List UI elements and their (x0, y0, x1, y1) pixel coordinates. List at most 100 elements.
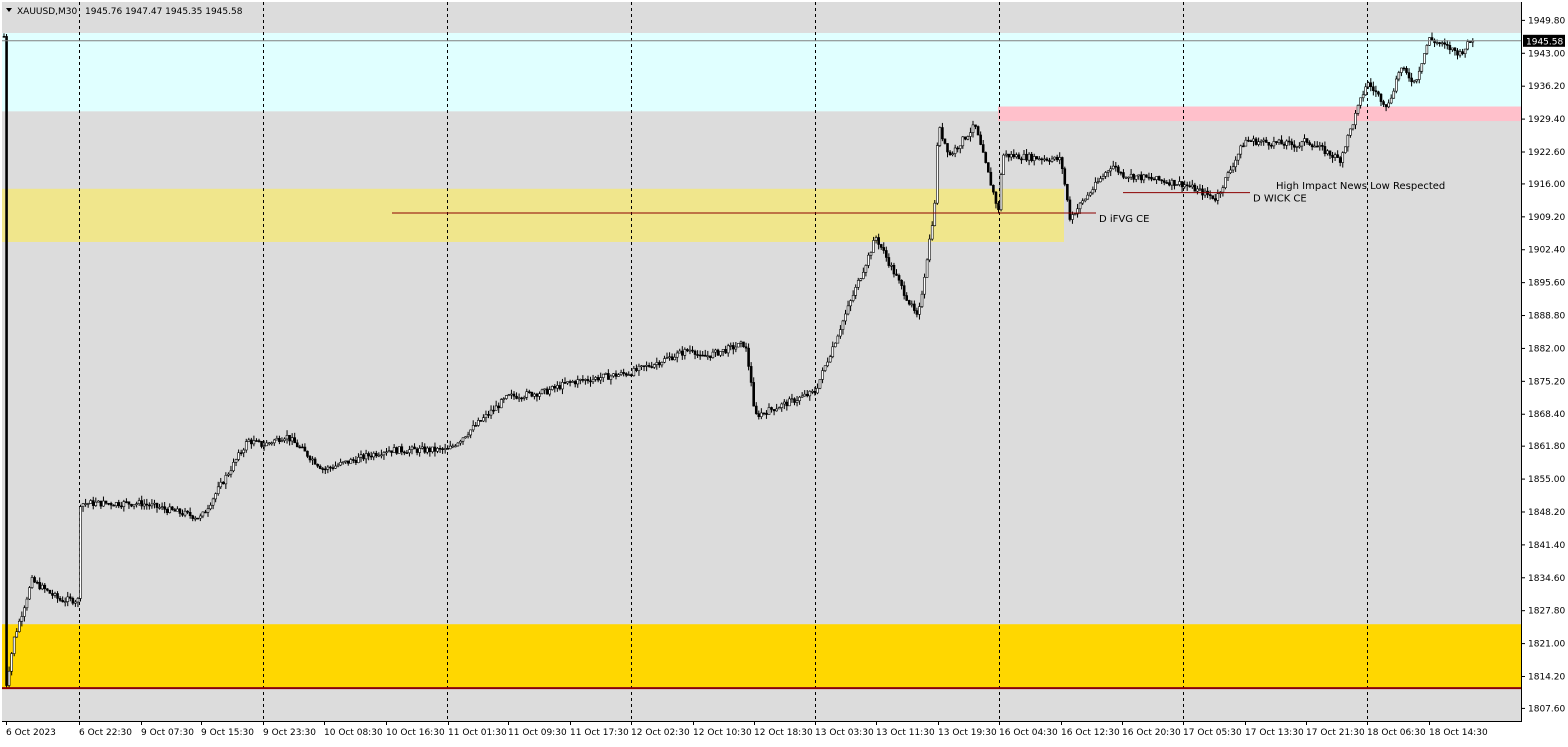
collapse-triangle-icon[interactable] (6, 8, 12, 12)
bear-candle (512, 393, 516, 397)
bear-candle (596, 377, 600, 381)
bear-candle (120, 505, 123, 508)
bear-candle (895, 273, 898, 276)
bear-candle (558, 385, 562, 390)
bull-candle (846, 305, 850, 315)
y-tick-label: 1943.00 (1528, 49, 1565, 59)
bull-candle (471, 425, 475, 431)
bull-candle (777, 407, 781, 410)
bull-candle (739, 341, 743, 344)
bear-candle (1162, 180, 1166, 183)
bull-candle (1425, 45, 1429, 54)
bull-candle (1004, 153, 1008, 156)
x-tick-label: 13 Oct 11:30 (876, 728, 935, 738)
bull-candle (280, 440, 284, 442)
bull-candle (1124, 176, 1128, 179)
bull-candle (1086, 194, 1090, 200)
bear-candle (1048, 160, 1051, 162)
bull-candle (1295, 146, 1299, 148)
bull-candle (30, 577, 34, 588)
bull-candle (385, 451, 388, 454)
bear-candle (239, 452, 243, 455)
symbol-header: XAUUSD,M30 1945.76 1947.47 1945.35 1945.… (6, 7, 243, 17)
bull-candle (1178, 181, 1181, 185)
bull-candle (150, 503, 154, 507)
bull-candle (1277, 139, 1281, 143)
bear-candle (691, 349, 694, 352)
bull-candle (683, 349, 687, 356)
bull-candle (1400, 67, 1403, 73)
bull-candle (12, 636, 16, 654)
bull-candle (1216, 193, 1220, 201)
bear-candle (71, 598, 75, 604)
bull-candle (1104, 172, 1107, 177)
bear-candle (403, 451, 406, 454)
bull-candle (344, 460, 348, 463)
news-annotation: High Impact News Low Respected (1276, 181, 1445, 192)
bull-candle (961, 136, 965, 147)
bear-candle (573, 381, 577, 385)
bull-candle (1101, 176, 1105, 179)
bear-candle (1410, 77, 1413, 83)
bull-candle (1091, 189, 1095, 194)
bull-candle (1244, 139, 1248, 147)
bear-candle (979, 134, 982, 145)
bull-candle (425, 447, 429, 453)
bull-candle (359, 454, 363, 458)
bull-candle (84, 503, 87, 505)
bull-candle (1463, 48, 1467, 55)
bull-candle (1252, 138, 1255, 142)
bear-candle (1025, 153, 1028, 161)
bull-candle (1423, 53, 1426, 64)
bull-candle (66, 596, 70, 602)
bull-candle (206, 508, 210, 513)
bear-candle (441, 448, 444, 450)
bull-candle (1361, 94, 1365, 99)
y-tick-label: 1868.40 (1528, 410, 1565, 420)
bear-candle (1185, 184, 1189, 187)
x-tick-label: 17 Oct 05:30 (1183, 728, 1242, 738)
x-tick-label: 10 Oct 08:30 (324, 728, 383, 738)
bear-candle (1122, 172, 1125, 178)
bull-candle (594, 377, 597, 380)
bear-candle (568, 381, 572, 383)
bear-candle (165, 509, 169, 513)
bull-candle (923, 277, 926, 295)
bear-candle (1045, 158, 1049, 161)
bear-candle (204, 511, 207, 514)
bull-candle (1417, 70, 1421, 80)
y-tick-label: 1922.60 (1528, 148, 1565, 158)
bull-candle (311, 458, 314, 461)
bull-candle (227, 473, 230, 476)
bull-candle (678, 350, 682, 354)
bull-candle (216, 486, 220, 495)
bull-candle (242, 449, 245, 454)
bull-candle (431, 446, 434, 453)
bull-candle (392, 447, 396, 453)
bull-candle (1009, 154, 1013, 158)
bull-candle (790, 398, 794, 401)
bear-candle (1157, 176, 1161, 181)
bull-candle (357, 456, 360, 464)
bull-candle (1002, 154, 1005, 175)
bear-candle (1055, 156, 1059, 161)
bull-candle (1078, 202, 1082, 210)
bull-candle (828, 356, 832, 363)
bull-candle (1440, 42, 1444, 45)
bull-candle (1412, 80, 1416, 83)
bull-candle (336, 464, 340, 467)
bull-candle (721, 349, 725, 352)
bear-candle (989, 171, 993, 186)
bull-candle (719, 351, 722, 356)
bull-candle (79, 506, 82, 599)
bear-candle (946, 143, 949, 153)
bull-candle (706, 355, 710, 358)
bear-candle (1433, 39, 1436, 44)
current-price-tag (1523, 34, 1565, 47)
x-tick-label: 16 Oct 20:30 (1122, 728, 1181, 738)
bull-candle (862, 271, 865, 279)
bull-candle (466, 434, 470, 437)
bear-candle (91, 500, 95, 506)
